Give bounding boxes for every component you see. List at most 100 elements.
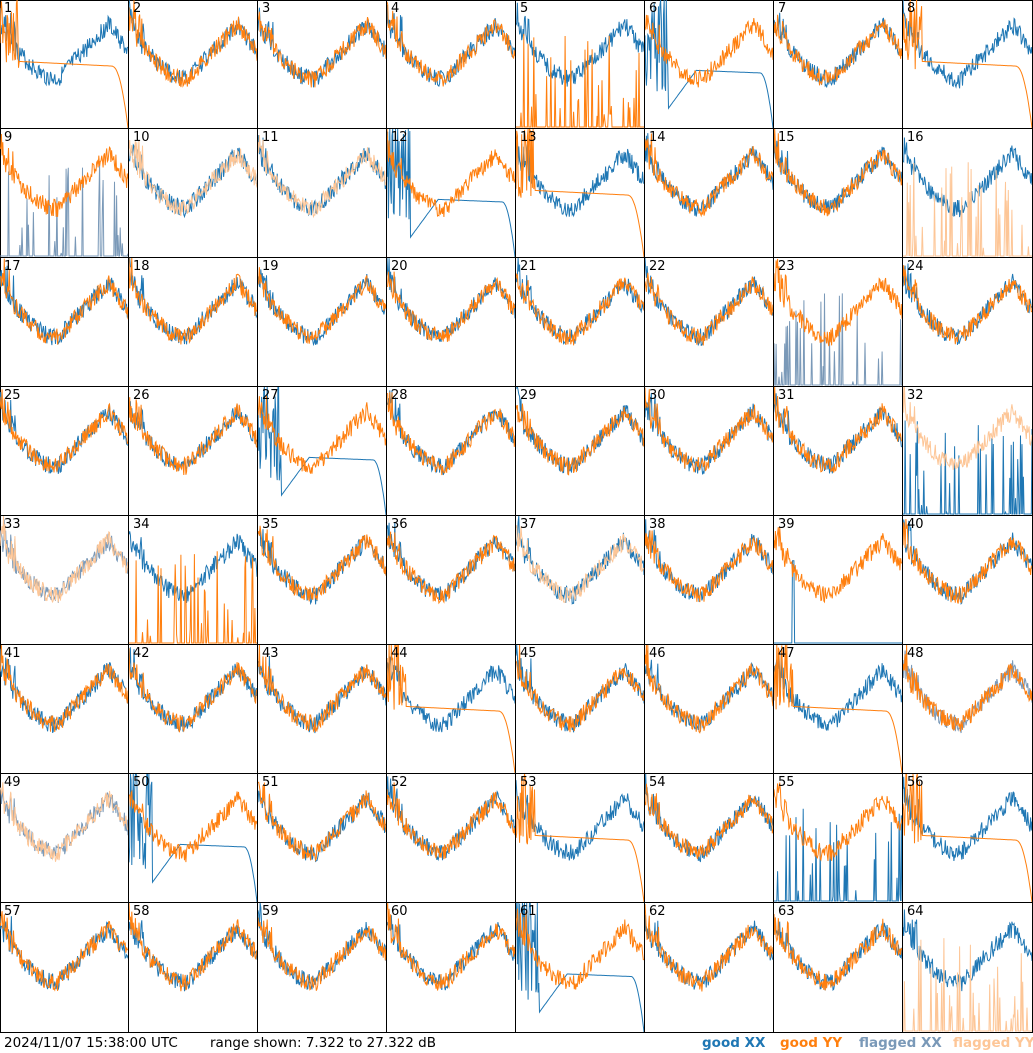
antenna-panel-19: 19: [258, 258, 387, 387]
antenna-label-1: 1: [4, 1, 13, 16]
antenna-label-22: 22: [649, 259, 666, 274]
antenna-panel-3: 3: [258, 0, 387, 129]
spectrum-plot-1: [0, 0, 128, 128]
antenna-label-28: 28: [391, 388, 408, 403]
series-yy-35: [258, 525, 386, 602]
antenna-label-37: 37: [520, 517, 537, 532]
series-yy-57: [0, 911, 128, 992]
series-xx-17: [0, 265, 128, 346]
antenna-label-19: 19: [262, 259, 279, 274]
series-yy-18: [129, 258, 257, 345]
spectrum-plot-3: [258, 7, 386, 88]
spectrum-plot-9: [0, 133, 128, 257]
antenna-label-23: 23: [778, 259, 795, 274]
series-yy-9: [0, 133, 128, 217]
series-yy-36: [387, 531, 515, 605]
series-xx-48: [903, 650, 1032, 734]
spectrum-plot-35: [258, 525, 386, 606]
series-yy-32: [903, 387, 1032, 470]
antenna-label-6: 6: [649, 1, 658, 16]
antenna-label-27: 27: [262, 388, 279, 403]
series-yy-55: [774, 782, 902, 862]
spectrum-plot-21: [516, 258, 644, 346]
antenna-panel-33: 33: [0, 516, 129, 645]
spectrum-plot-32: [903, 387, 1032, 515]
antenna-label-41: 41: [4, 646, 21, 661]
spectrum-plot-48: [903, 645, 1032, 734]
antenna-label-50: 50: [133, 775, 150, 790]
antenna-panel-63: 63: [774, 903, 903, 1033]
antenna-panel-45: 45: [516, 645, 645, 774]
spectrum-plot-27: [258, 387, 386, 515]
series-yy-46: [645, 645, 773, 734]
series-yy-62: [645, 903, 773, 992]
legend-good-yy: good YY: [780, 1033, 842, 1053]
series-yy-43: [258, 645, 386, 733]
spectrum-plot-6: [645, 0, 773, 128]
antenna-label-59: 59: [262, 904, 279, 919]
legend-good-xx-word: good: [702, 1035, 740, 1051]
series-yy-49: [0, 782, 128, 862]
series-xx-9: [0, 162, 128, 257]
spectrum-plot-19: [258, 267, 386, 347]
series-xx-4: [387, 4, 515, 87]
spectrum-plot-30: [645, 387, 773, 475]
antenna-panel-42: 42: [129, 645, 258, 774]
antenna-panel-12: 12: [387, 129, 516, 258]
antenna-label-15: 15: [778, 130, 795, 145]
antenna-panel-60: 60: [387, 903, 516, 1033]
antenna-label-17: 17: [4, 259, 21, 274]
antenna-label-48: 48: [907, 646, 924, 661]
spectrum-plot-23: [774, 258, 902, 386]
antenna-panel-18: 18: [129, 258, 258, 387]
antenna-panel-6: 6: [645, 0, 774, 129]
spectrum-plot-31: [774, 387, 902, 474]
antenna-panel-31: 31: [774, 387, 903, 516]
series-xx-34: [129, 531, 257, 604]
antenna-panel-47: 47: [774, 645, 903, 774]
antenna-label-63: 63: [778, 904, 795, 919]
antenna-label-40: 40: [907, 517, 924, 532]
antenna-panel-20: 20: [387, 258, 516, 387]
spectrum-plot-33: [0, 516, 128, 604]
spectrum-plot-18: [129, 258, 257, 345]
spectrum-plot-59: [258, 903, 386, 991]
spectrum-plot-52: [387, 776, 515, 862]
series-yy-59: [258, 917, 386, 991]
antenna-panel-49: 49: [0, 774, 129, 903]
antenna-panel-24: 24: [903, 258, 1033, 387]
series-yy-60: [387, 903, 515, 991]
antenna-panel-22: 22: [645, 258, 774, 387]
spectrum-plot-41: [0, 645, 128, 734]
antenna-label-7: 7: [778, 1, 787, 16]
spectrum-plot-40: [903, 518, 1032, 605]
antenna-panel-25: 25: [0, 387, 129, 516]
spectrum-plot-47: [774, 645, 902, 773]
antenna-label-9: 9: [4, 130, 13, 145]
series-yy-34: [129, 551, 257, 644]
antenna-label-32: 32: [907, 388, 924, 403]
series-yy-4: [387, 1, 515, 87]
antenna-panel-64: 64: [903, 903, 1033, 1033]
series-xx-58: [129, 920, 257, 992]
spectrum-plot-16: [903, 137, 1032, 257]
series-yy-31: [774, 387, 902, 473]
series-yy-27: [258, 395, 386, 474]
spectrum-plot-64: [903, 909, 1032, 1032]
series-yy-24: [903, 265, 1032, 345]
spectrum-plot-2: [129, 0, 257, 88]
antenna-panel-4: 4: [387, 0, 516, 129]
legend-good-yy-pol: YY: [822, 1035, 843, 1051]
antenna-label-20: 20: [391, 259, 408, 274]
series-xx-38: [645, 519, 773, 602]
spectrum-plot-44: [387, 645, 515, 773]
spectrum-plot-49: [0, 782, 128, 862]
series-yy-16: [903, 162, 1032, 257]
series-xx-1: [0, 8, 128, 87]
antenna-label-44: 44: [391, 646, 408, 661]
series-xx-32: [903, 420, 1032, 515]
spectrum-plot-26: [129, 397, 257, 476]
antenna-label-8: 8: [907, 1, 916, 16]
antenna-label-56: 56: [907, 775, 924, 790]
